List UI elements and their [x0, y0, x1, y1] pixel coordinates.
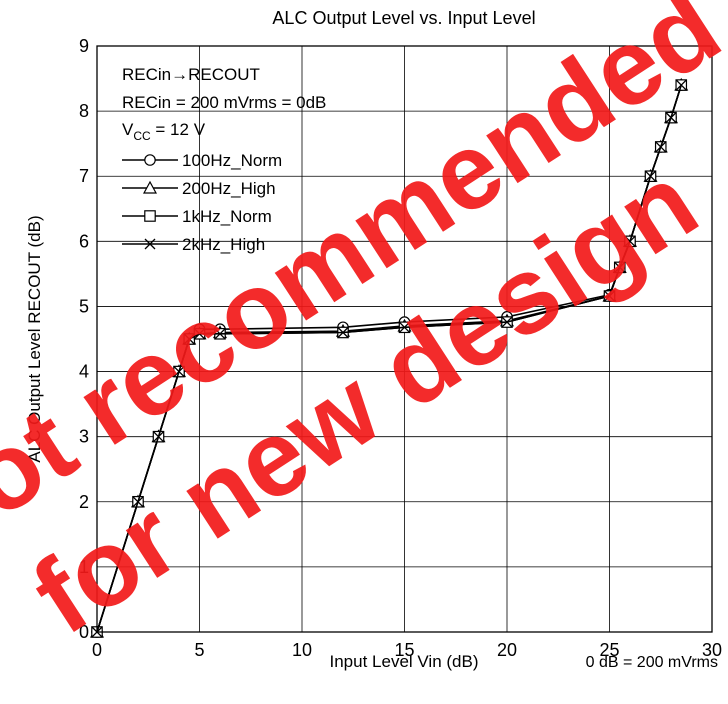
legend-label: 1kHz_Norm [182, 207, 272, 226]
y-tick-label: 6 [79, 231, 89, 251]
condition-vcc: VCC = 12 V [122, 120, 206, 143]
series-x [91, 79, 687, 638]
data-point [153, 431, 164, 443]
x-tick-label: 25 [599, 640, 619, 660]
y-tick-label: 4 [79, 362, 89, 382]
x-axis-label: Input Level Vin (dB) [330, 652, 479, 671]
y-tick-label: 7 [79, 166, 89, 186]
data-point [645, 170, 656, 182]
data-point [624, 235, 636, 247]
y-tick-label: 8 [79, 101, 89, 121]
data-point [655, 141, 667, 153]
test-conditions: RECin→RECOUT RECin = 200 mVrms = 0dB VCC… [122, 65, 326, 143]
data-point [183, 333, 195, 345]
legend-label: 2kHz_High [182, 235, 265, 254]
legend-marker [142, 180, 158, 194]
data-point [214, 328, 226, 340]
legend-label: 200Hz_High [182, 179, 276, 198]
condition-line-1: RECin→RECOUT [122, 65, 260, 84]
series-triangle [89, 77, 689, 638]
y-tick-label: 1 [79, 557, 89, 577]
x-tick-label: 20 [497, 640, 517, 660]
grid-lines [97, 46, 712, 632]
data-point [399, 321, 410, 333]
legend-item: 2kHz_High [122, 235, 265, 254]
data-point [614, 261, 626, 273]
plot-frame [96, 45, 713, 633]
legend-item: 1kHz_Norm [122, 207, 272, 226]
legend-marker [144, 238, 156, 250]
series-square [91, 79, 688, 638]
x-axis-note: 0 dB = 200 mVrms [586, 654, 718, 671]
y-tick-label: 9 [79, 36, 89, 56]
chart-title: ALC Output Level vs. Input Level [272, 8, 535, 28]
legend-item: 200Hz_High [122, 179, 276, 198]
series-layer [89, 77, 689, 638]
series-circle [91, 79, 688, 638]
data-point [675, 79, 687, 91]
data-point [194, 328, 205, 340]
data-point [132, 496, 144, 508]
y-tick-label: 5 [79, 296, 89, 316]
legend-item: 100Hz_Norm [122, 151, 282, 170]
legend-marker [144, 210, 156, 222]
data-point [337, 327, 349, 338]
y-tick-label: 2 [79, 492, 89, 512]
data-point [604, 290, 615, 302]
legend: 100Hz_Norm 200Hz_High 1kHz_Norm 2kHz_High [122, 151, 282, 254]
x-tick-label: 10 [292, 640, 312, 660]
data-point [173, 366, 185, 378]
legend-marker [144, 154, 156, 166]
x-tick-label: 15 [394, 640, 414, 660]
tick-labels: 0 5 10 15 20 25 30 0 1 2 3 4 5 6 7 8 9 [79, 36, 722, 660]
y-axis-label: ALC Output Level RECOUT (dB) [25, 215, 44, 462]
y-tick-label: 0 [79, 622, 89, 642]
x-tick-label: 0 [92, 640, 102, 660]
data-point [501, 316, 513, 328]
data-point [665, 112, 677, 124]
x-tick-label: 5 [194, 640, 204, 660]
x-tick-label: 30 [702, 640, 722, 660]
y-tick-label: 3 [79, 427, 89, 447]
legend-label: 100Hz_Norm [182, 151, 282, 170]
condition-line-2: RECin = 200 mVrms = 0dB [122, 93, 326, 112]
